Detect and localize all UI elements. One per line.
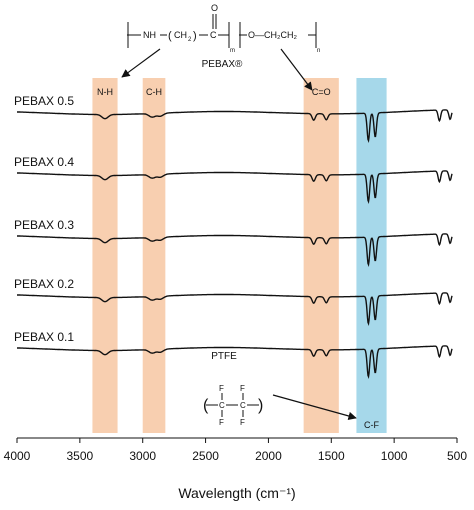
series-line-2 bbox=[17, 170, 453, 205]
band-ch bbox=[142, 78, 166, 433]
pebax-ether-label: O—CH₂CH₂ bbox=[248, 30, 297, 40]
pebax-ch2-label: CH bbox=[174, 30, 187, 40]
series-line-5 bbox=[17, 345, 453, 380]
series-line-1 bbox=[17, 109, 453, 144]
x-axis-ticks: 4000 3500 3000 2500 2000 1500 1000 500 bbox=[4, 438, 467, 463]
pebax-c-label: C bbox=[210, 30, 217, 40]
band-label: C=O bbox=[312, 87, 331, 97]
x-tick-label: 1000 bbox=[381, 449, 408, 463]
band-nh bbox=[92, 78, 118, 433]
ptfe-label: PTFE bbox=[211, 351, 237, 362]
x-tick-label: 4000 bbox=[4, 449, 31, 463]
x-tick-label: 500 bbox=[447, 449, 467, 463]
pebax-n-label: n bbox=[317, 48, 320, 54]
series-line-4 bbox=[17, 292, 453, 327]
pebax-o-label: O bbox=[211, 3, 218, 13]
ptfe-f-label: F bbox=[240, 418, 245, 427]
x-tick-label: 1500 bbox=[318, 449, 345, 463]
band-label: N-H bbox=[97, 87, 113, 97]
x-tick-label: 2500 bbox=[192, 449, 219, 463]
spectra-series: PEBAX 0.5 PEBAX 0.4 PEBAX 0.3 PEBAX 0.2 PEBA… bbox=[14, 94, 453, 380]
series-label-5: PEBAX 0.1 bbox=[14, 330, 74, 344]
series-label-1: PEBAX 0.5 bbox=[14, 94, 74, 108]
x-tick-label: 3500 bbox=[67, 449, 94, 463]
paren-close: ) bbox=[193, 30, 197, 42]
band-label: C-H bbox=[146, 87, 162, 97]
ptfe-structure: ( ) C C F F F F bbox=[203, 384, 263, 427]
series-label-2: PEBAX 0.4 bbox=[14, 155, 74, 169]
series-label-4: PEBAX 0.2 bbox=[14, 277, 74, 291]
band-co bbox=[303, 78, 339, 433]
band-cf bbox=[356, 78, 387, 433]
ptfe-c-label: C bbox=[240, 401, 246, 410]
pebax-m-label: m bbox=[230, 48, 235, 54]
pebax-nh-arrow bbox=[121, 48, 161, 78]
ptfe-f-label: F bbox=[240, 384, 245, 393]
series-label-3: PEBAX 0.3 bbox=[14, 218, 74, 232]
band-label: C-F bbox=[364, 420, 379, 430]
pebax-structure: NH ( CH 2 ) C O m O—CH₂CH₂ n bbox=[127, 3, 320, 54]
absorption-bands: N-H C-H C=O C-F bbox=[92, 78, 387, 433]
x-axis-label: Wavelength (cm⁻¹) bbox=[178, 485, 295, 501]
x-tick-label: 2000 bbox=[255, 449, 282, 463]
ptfe-c-label: C bbox=[219, 401, 225, 410]
paren-open: ( bbox=[168, 30, 172, 42]
ptfe-f-label: F bbox=[219, 418, 224, 427]
sub-two: 2 bbox=[188, 37, 192, 43]
ptfe-f-label: F bbox=[219, 384, 224, 393]
paren-close: ) bbox=[258, 397, 263, 414]
pebax-co-arrow bbox=[280, 48, 313, 91]
pebax-nh-label: NH bbox=[143, 30, 156, 40]
ptfe-cf-arrow bbox=[272, 394, 357, 421]
x-tick-label: 3000 bbox=[129, 449, 156, 463]
series-line-3 bbox=[17, 233, 453, 268]
pebax-label: PEBAX® bbox=[202, 59, 243, 70]
